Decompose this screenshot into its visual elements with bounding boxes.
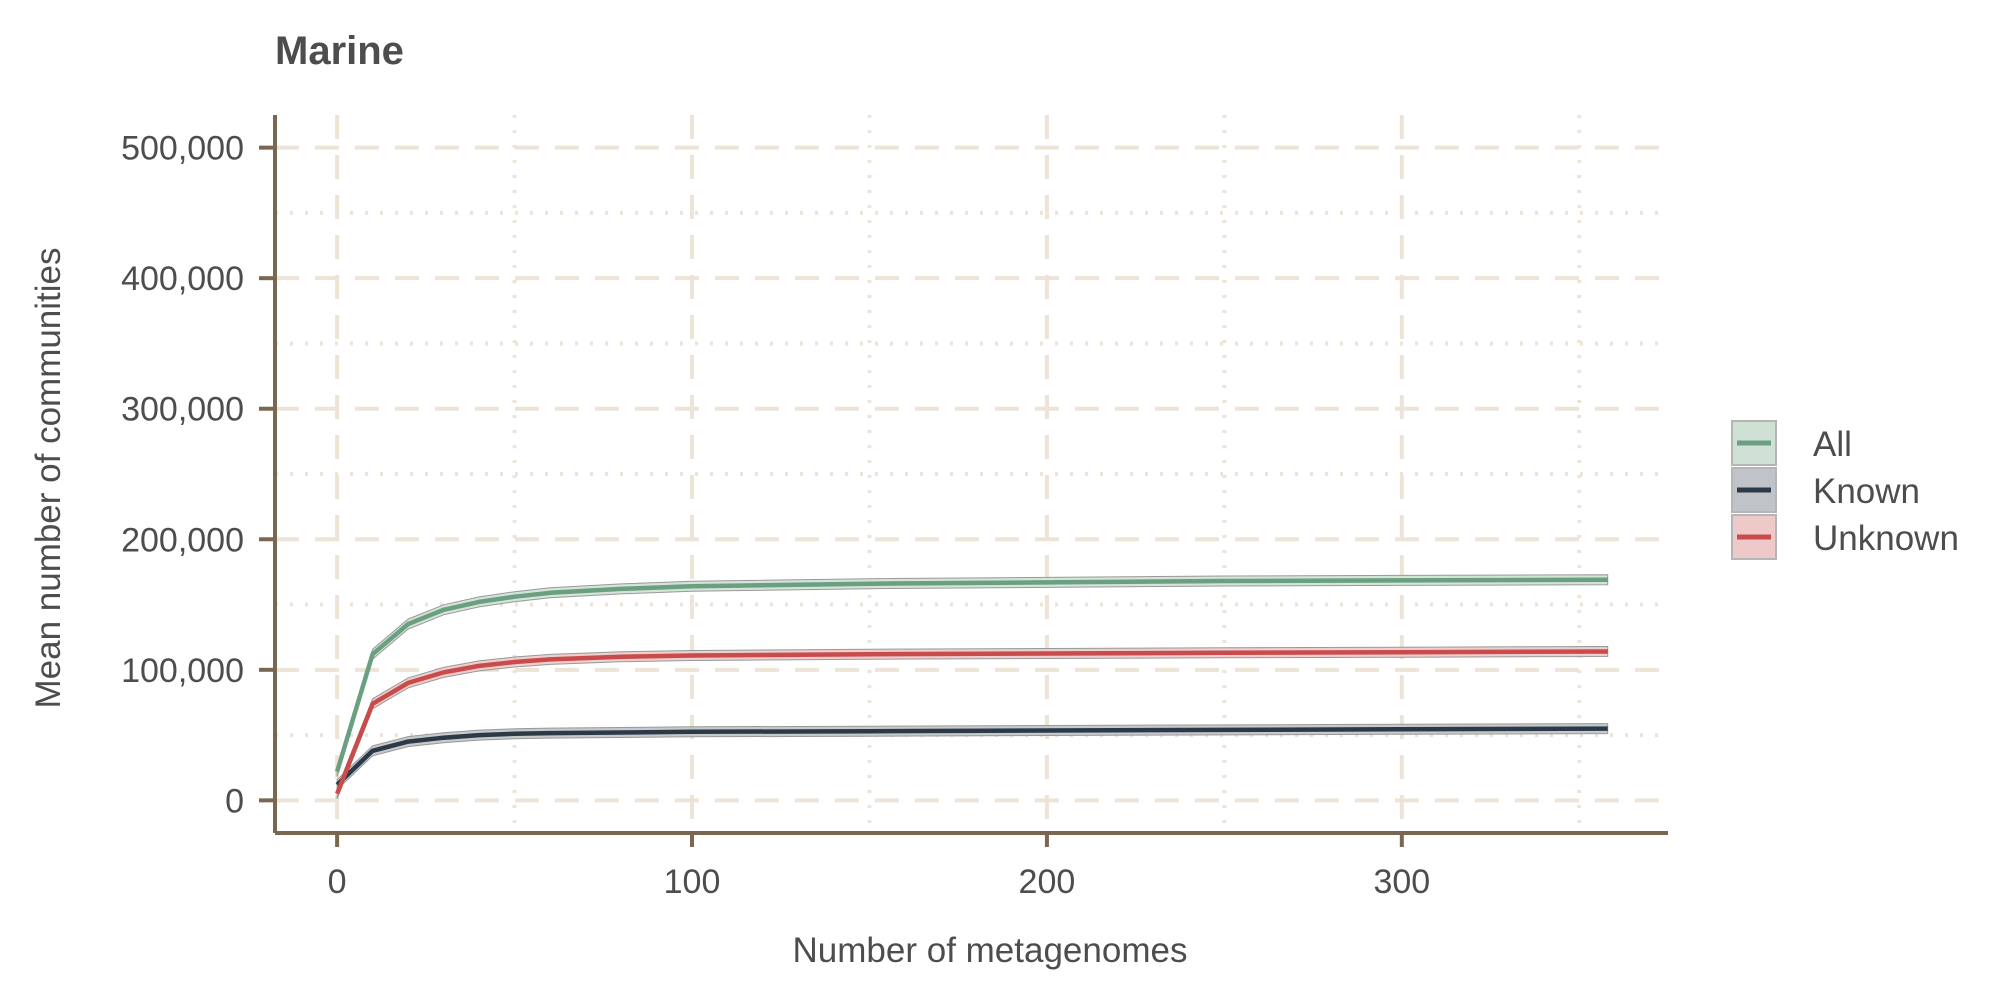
series-lines [334, 577, 1608, 795]
series-line-unknown [335, 649, 1608, 795]
x-axis-title: Number of metagenomes [793, 931, 1188, 970]
legend-label-all: All [1813, 425, 1852, 464]
grid [275, 115, 1668, 833]
y-tick-label: 500,000 [121, 130, 244, 168]
y-tick-label: 300,000 [121, 391, 244, 429]
band-unknown [336, 645, 1609, 799]
y-tick-label: 200,000 [121, 521, 244, 559]
legend-label-known: Known [1813, 472, 1920, 511]
x-tick-label: 300 [1373, 863, 1430, 901]
legend-label-unknown: Unknown [1813, 519, 1959, 558]
y-tick-labels: 0 100,000 200,000 300,000 400,000 500,000 [121, 130, 244, 821]
y-axis-title: Mean number of communities [29, 247, 68, 708]
x-tick-labels: 0 100 200 300 [328, 863, 1431, 901]
y-tick-label: 100,000 [121, 652, 244, 690]
y-tick-label: 400,000 [121, 260, 244, 298]
series-line-all [334, 577, 1608, 773]
legend: All Known Unknown [1731, 420, 1959, 560]
y-tick-label: 0 [225, 782, 244, 820]
series-line-known [335, 726, 1608, 787]
x-tick-label: 200 [1019, 863, 1076, 901]
confidence-bands [336, 574, 1609, 799]
x-tick-label: 0 [328, 863, 347, 901]
x-tick-label: 100 [664, 863, 721, 901]
band-all [336, 574, 1609, 777]
chart-title: Marine [275, 29, 404, 73]
axes [259, 115, 1668, 847]
